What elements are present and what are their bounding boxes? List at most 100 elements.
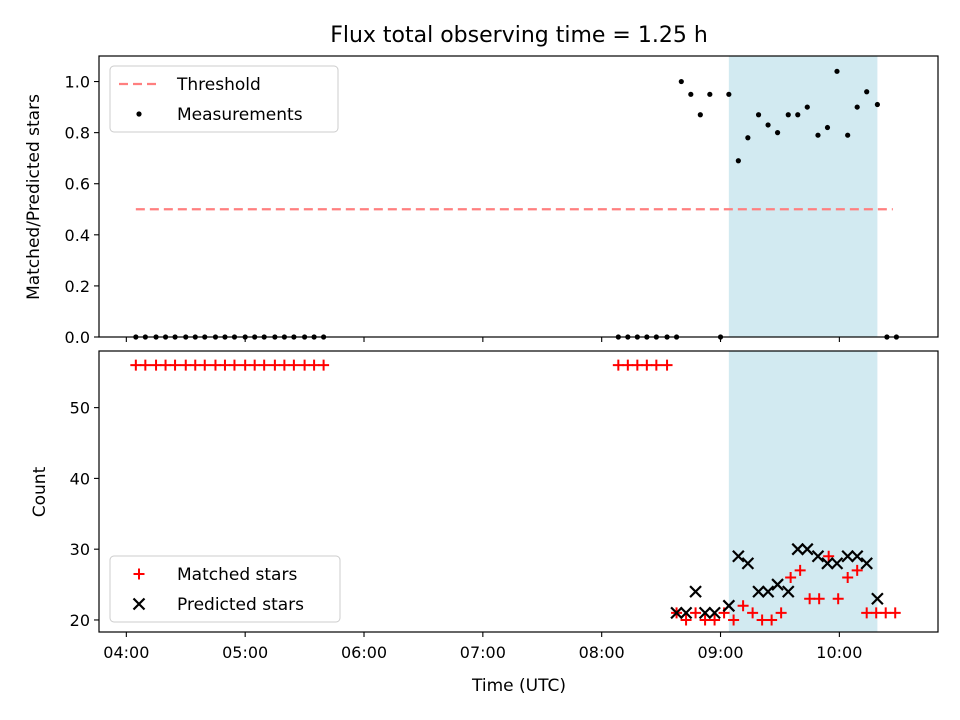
matched-stars-point xyxy=(756,614,768,626)
x-tick-label: 10:00 xyxy=(816,643,862,662)
x-tick-label: 06:00 xyxy=(341,643,387,662)
measurements-point xyxy=(795,112,801,118)
measurements-point xyxy=(745,135,751,141)
count-y-tick-label: 50 xyxy=(70,399,90,418)
matched-stars-point xyxy=(880,607,892,619)
measurements-point xyxy=(688,91,694,97)
measurements-point xyxy=(774,130,781,136)
ratio-y-tick-label: 0.6 xyxy=(65,175,90,194)
measurements-point xyxy=(755,112,762,118)
predicted-stars-point xyxy=(670,606,683,620)
matched-stars-point xyxy=(766,614,778,626)
matched-stars-point xyxy=(258,359,270,371)
matched-stars-point xyxy=(249,359,261,371)
matched-stars-point xyxy=(870,607,882,619)
measurements-point xyxy=(854,104,860,110)
ratio-observing-span xyxy=(728,56,878,337)
matched-stars-point xyxy=(239,359,251,371)
ratio-legend xyxy=(109,65,339,133)
x-axis-label: Time (UTC) xyxy=(471,676,566,696)
legend-matched-stars-label: Matched stars xyxy=(177,565,297,585)
predicted-stars-point xyxy=(741,557,755,570)
chart-title: Flux total observing time = 1.25 h xyxy=(330,23,708,48)
matched-stars-point xyxy=(180,359,192,371)
predicted-stars-point xyxy=(791,542,805,556)
matched-stars-point xyxy=(709,614,721,626)
measurements-point xyxy=(697,112,703,118)
predicted-stars-point xyxy=(871,592,884,606)
matched-stars-point xyxy=(650,359,662,371)
predicted-stars-point xyxy=(752,585,765,598)
matched-stars-point xyxy=(690,607,702,619)
count-panel-frame xyxy=(98,350,939,633)
measurements-point xyxy=(735,158,741,164)
matched-stars-point xyxy=(219,359,231,371)
measurements-point xyxy=(765,122,771,128)
ratio-y-tick-label: 0.8 xyxy=(65,124,90,143)
count-legend xyxy=(109,555,341,623)
count-panel: 20 30 40 50 04:00 05:00 06:00 07:00 08:00 09:00 10… xyxy=(70,350,939,662)
x-tick-label: 09:00 xyxy=(697,643,743,662)
predicted-stars-point xyxy=(821,557,834,570)
measurements-point xyxy=(785,112,791,118)
ratio-panel-y-axis-label: Matched/Predicted stars xyxy=(24,94,44,300)
matched-stars-point xyxy=(622,359,634,371)
matched-stars-point xyxy=(813,593,825,605)
matched-stars-point xyxy=(130,359,142,371)
predicted-stars-point xyxy=(781,585,795,598)
predicted-stars-point xyxy=(811,549,825,563)
ratio-y-tick-label: 0.2 xyxy=(65,277,90,296)
measurements-point xyxy=(874,101,880,108)
predicted-stars-point xyxy=(830,557,844,570)
predicted-stars-point xyxy=(771,578,784,591)
count-y-tick-label: 20 xyxy=(70,611,90,630)
measurements-point xyxy=(845,132,851,138)
x-tick-label: 04:00 xyxy=(103,643,149,662)
matched-stars-point xyxy=(785,571,797,583)
measurements-point xyxy=(815,132,821,138)
x-tick-label: 05:00 xyxy=(222,643,268,662)
measurements-point xyxy=(726,91,732,97)
matched-stars-point xyxy=(737,600,749,612)
matched-stars-point xyxy=(832,593,844,605)
predicted-stars-point xyxy=(679,606,693,620)
predicted-stars-point xyxy=(722,599,736,613)
matched-stars-point xyxy=(160,359,172,371)
matched-stars-point xyxy=(150,359,162,371)
legend-predicted-stars-swatch xyxy=(132,597,146,611)
matched-stars-point xyxy=(747,607,759,619)
predicted-stars-point xyxy=(801,542,814,556)
count-y-tick-label: 40 xyxy=(70,469,90,488)
matched-stars-point xyxy=(169,359,181,371)
matched-stars-point xyxy=(680,614,692,626)
predicted-stars-point xyxy=(850,549,864,563)
matched-stars-point xyxy=(851,564,863,576)
ratio-y-tick-label: 0.0 xyxy=(65,328,90,347)
measurements-point xyxy=(678,78,684,85)
matched-stars-point xyxy=(269,359,281,371)
ratio-panel: 0.0 0.2 0.4 0.6 0.8 1.0 Threshold Measurements xyxy=(65,55,939,347)
ratio-y-tick-label: 0.4 xyxy=(65,226,90,245)
measurements-point xyxy=(824,124,831,131)
matched-stars-point xyxy=(228,359,240,371)
measurements-point xyxy=(834,68,840,74)
predicted-stars-point xyxy=(860,557,873,570)
matched-stars-point xyxy=(699,614,711,626)
matched-stars-point xyxy=(278,359,290,371)
legend-measurements-swatch xyxy=(136,111,142,117)
matched-stars-point xyxy=(308,359,320,371)
measurements-point xyxy=(864,89,870,95)
predicted-stars-point xyxy=(708,606,721,620)
matched-stars-point xyxy=(804,593,816,605)
legend-measurements-label: Measurements xyxy=(177,105,303,125)
legend-predicted-stars-label: Predicted stars xyxy=(177,595,304,615)
matched-stars-point xyxy=(189,359,201,371)
matched-stars-point xyxy=(823,550,835,562)
matched-stars-point xyxy=(641,359,653,371)
predicted-stars-point xyxy=(732,549,745,563)
matched-stars-point xyxy=(199,359,211,371)
matched-stars-point xyxy=(318,359,330,371)
matched-stars-point xyxy=(889,607,901,619)
matched-stars-point xyxy=(794,564,806,576)
